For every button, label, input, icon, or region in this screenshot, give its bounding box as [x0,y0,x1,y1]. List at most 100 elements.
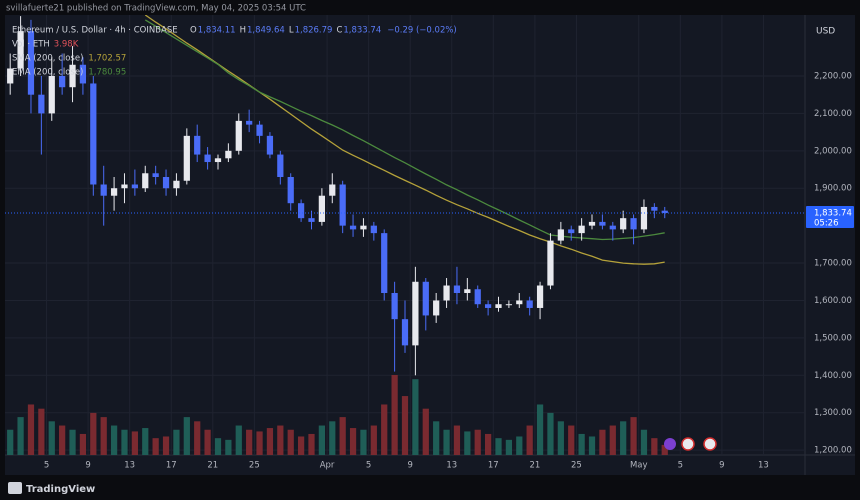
candle-body [339,184,346,226]
candle-body [609,225,616,230]
volume-name: Vol · ETH [12,40,50,50]
volume-bar [453,425,461,455]
volume-bar [495,438,502,455]
candle-body [214,158,222,163]
x-tick-label: 25 [571,461,582,471]
candle-body [568,229,575,234]
volume-bar [38,408,45,455]
volume-bar [100,417,107,455]
volume-bar [401,396,409,455]
volume-bar [90,412,97,455]
x-tick-label: 5 [44,461,49,471]
publish-header: svillafuerte21 published on TradingView.… [6,4,306,14]
event-icons [664,437,717,451]
candle-body [433,300,440,316]
volume-bar [110,425,118,455]
volume-bar [381,404,388,455]
candle-body [401,319,409,346]
y-tick-label: 1,300.00 [814,408,852,418]
x-tick-label: 17 [488,461,499,471]
volume-bar [17,417,24,455]
overlay-name: EMA (200, close) [12,68,83,78]
currency-label: USD [816,27,835,37]
volume-bar [360,429,367,455]
candle-body [599,221,606,226]
volume-bar [7,429,14,455]
volume-bar [599,429,606,455]
volume-bar [318,425,325,455]
candle-body [630,218,637,230]
volume-bar [391,375,398,455]
y-tick-label: 1,700.00 [814,259,852,269]
volume-bar [246,429,253,455]
ohlc-value: 1,826.79 [295,26,333,36]
change-value: −0.29 (−0.02%) [387,26,457,36]
brand-name: TradingView [26,484,95,495]
last-price-box [806,206,854,229]
volume-bar [422,408,429,455]
x-tick-label: 13 [446,461,457,471]
x-tick-label: 21 [529,461,540,471]
ohlc-value: 1,849.64 [247,26,285,36]
candle-body [297,203,305,219]
countdown-label: 05:26 [814,219,839,229]
candle-body [464,289,471,293]
volume-bar [464,431,471,455]
candle-body [90,83,97,185]
candle-body [142,173,149,189]
brand: TradingView [8,482,95,495]
y-tick-label: 2,000.00 [814,146,852,156]
legend: Ethereum / U.S. Dollar · 4h · COINBASE O 1… [12,26,457,78]
candle-body [277,154,284,178]
volume-bar [121,429,128,455]
ohlc-label: L [289,26,294,36]
volume-bar [661,444,668,455]
candle-body [661,210,668,214]
ohlc-label: C [336,26,342,36]
y-tick-label: 1,900.00 [814,184,852,194]
candle-body [100,184,107,196]
chart-panel [5,15,855,475]
brand-logo [8,482,22,494]
volume-bar [640,429,648,455]
candle-body [308,218,315,222]
volume-bar [48,421,55,455]
volume-bar [225,439,232,455]
volume-bar [557,421,564,455]
candle-body [183,135,190,181]
candle-body [194,135,201,155]
plot-area [5,15,805,455]
volume-bar [485,433,492,455]
ohlc-value: 1,833.74 [343,26,381,36]
candle-body [266,135,274,155]
ohlc-value: 1,834.11 [198,26,236,36]
candle-body [256,124,263,136]
volume-bar [412,379,419,455]
x-tick-label: Apr [320,461,335,471]
candle-body [69,64,76,88]
volume-bar [588,436,596,455]
volume-bar [505,439,513,455]
candle-body [27,31,35,95]
x-tick-label: 9 [719,461,724,471]
candle-body [48,75,55,114]
candle-body [59,75,66,88]
volume-bar [131,431,138,455]
volume-bar [287,429,294,455]
candle-body [588,221,596,226]
x-tick-label: May [630,461,648,471]
candle-body [651,206,658,211]
candle-body [38,94,45,114]
volume-bar [173,429,180,455]
legend-symbol: Ethereum / U.S. Dollar · 4h · COINBASE [12,26,178,36]
volume-bar [308,433,315,455]
candle-body [7,68,14,84]
y-tick-label: 2,100.00 [814,109,852,119]
volume-bar [526,425,533,455]
volume-bar [297,436,305,455]
volume-bar [630,417,637,455]
candle-body [557,229,564,241]
candle-body [422,281,429,316]
volume-bar [27,404,35,455]
volume-bar [578,433,585,455]
